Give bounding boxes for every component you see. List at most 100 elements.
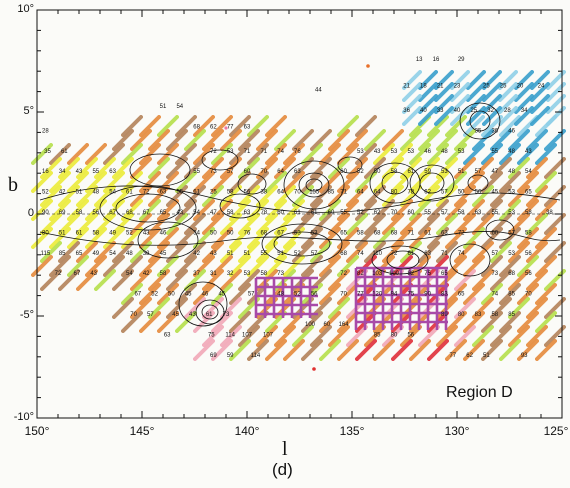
hatch-stroke (544, 269, 566, 291)
hatch-stroke (238, 325, 260, 347)
hatch-stroke (427, 199, 449, 221)
hatch-stroke (238, 269, 260, 291)
column-density-value: 61 (294, 210, 301, 216)
column-density-value: 155 (309, 190, 320, 196)
hatch-stroke (535, 171, 557, 193)
column-density-value: 85 (508, 312, 515, 318)
hatch-stroke (499, 311, 521, 333)
hatch-stroke (274, 325, 296, 347)
column-density-value: 53 (391, 149, 398, 155)
column-density-value: 45 (218, 292, 225, 298)
column-density-value: 43 (90, 271, 97, 277)
column-density-value: 74 (357, 251, 364, 257)
column-density-value: 71 (340, 190, 347, 196)
hatch-stroke (193, 311, 215, 333)
column-density-value: 69 (210, 353, 217, 359)
hatch-stroke (499, 199, 521, 221)
column-density-value: 65 (76, 251, 83, 257)
column-density-value: 80 (391, 190, 398, 196)
hatch-stroke (148, 157, 170, 179)
ticks-layer (36, 9, 563, 419)
column-density-value: 51 (160, 104, 167, 110)
hatch-stroke (76, 213, 98, 235)
hatch-stroke (202, 157, 224, 179)
contour-line (201, 149, 239, 171)
hatch-stroke (202, 325, 224, 347)
column-density-value: 55 (193, 169, 200, 175)
contour-line (261, 223, 343, 265)
column-density-value: 60 (323, 322, 330, 328)
hatch-stroke (490, 297, 512, 319)
column-density-value: 70 (525, 292, 532, 298)
hatch-stroke (94, 269, 116, 291)
column-density-value: 46 (508, 128, 515, 134)
hatch-stroke (337, 255, 359, 277)
column-density-value: 52 (151, 292, 158, 298)
hatch-stroke (463, 143, 485, 165)
hatch-stroke (328, 185, 350, 207)
hatch-stroke (400, 129, 422, 151)
hatch-stroke (373, 143, 395, 165)
hatch-stroke (58, 241, 80, 263)
hatch-stroke (508, 129, 530, 151)
hatch-stroke (481, 199, 503, 221)
hatch-stroke (526, 297, 548, 319)
column-density-value: 63 (441, 230, 448, 236)
hatch-stroke (355, 171, 377, 193)
column-density-value: 61 (61, 149, 68, 155)
hatch-stroke (31, 199, 53, 221)
hatch-stroke (391, 199, 413, 221)
hatch-stroke (211, 115, 233, 137)
y-tick-label: -5° (19, 309, 34, 321)
hatch-stroke (31, 143, 53, 165)
column-density-value: 43 (525, 149, 532, 155)
hatch-stroke (517, 339, 539, 361)
hatch-stroke (472, 157, 494, 179)
pink-dot (224, 126, 228, 130)
hatch-stroke (544, 185, 566, 207)
column-density-value: 89 (441, 312, 448, 318)
hatch-stroke (283, 339, 305, 361)
column-density-value: 35 (44, 149, 51, 155)
column-density-value: 57 (227, 169, 234, 175)
column-density-value: 85 (374, 332, 381, 338)
hatch-stroke (85, 199, 107, 221)
hatch-stroke (175, 227, 197, 249)
hatch-stroke (319, 311, 341, 333)
hatch-stroke (247, 255, 269, 277)
hatch-stroke (466, 70, 486, 90)
column-density-value: 50 (168, 292, 175, 298)
column-density-value: 43 (143, 230, 150, 236)
hatch-stroke (391, 255, 413, 277)
hatch-stroke (526, 325, 548, 347)
column-density-value: 52 (357, 210, 364, 216)
column-density-value: 55 (491, 149, 498, 155)
hatch-stroke (472, 297, 494, 319)
hatch-stroke (229, 255, 251, 277)
hatch-stroke (373, 339, 395, 361)
hatch-stroke (94, 185, 116, 207)
hatch-stroke (508, 241, 530, 263)
hatch-stroke (130, 297, 152, 319)
hatch-stroke (67, 143, 89, 165)
hatch-stroke (211, 227, 233, 249)
column-density-value: 57 (147, 312, 154, 318)
column-density-value: 42 (193, 251, 200, 257)
hatch-stroke (355, 115, 377, 137)
column-density-value: 36 (491, 128, 498, 134)
hatch-stroke (112, 241, 134, 263)
hatch-stroke (247, 227, 269, 249)
hatch-stroke (76, 185, 98, 207)
hatch-stroke (544, 213, 566, 235)
hatch-stroke (292, 129, 314, 151)
hatch-stroke (499, 255, 521, 277)
hatch-stroke (481, 311, 503, 333)
hatch-stroke (121, 199, 143, 221)
hatch-stroke (121, 283, 143, 305)
column-density-value: 38 (260, 190, 267, 196)
column-density-value: 43 (189, 312, 196, 318)
column-density-value: 55 (92, 169, 99, 175)
column-density-value: 55 (176, 190, 183, 196)
column-density-value: 64 (374, 190, 381, 196)
column-density-value: 48 (277, 292, 284, 298)
